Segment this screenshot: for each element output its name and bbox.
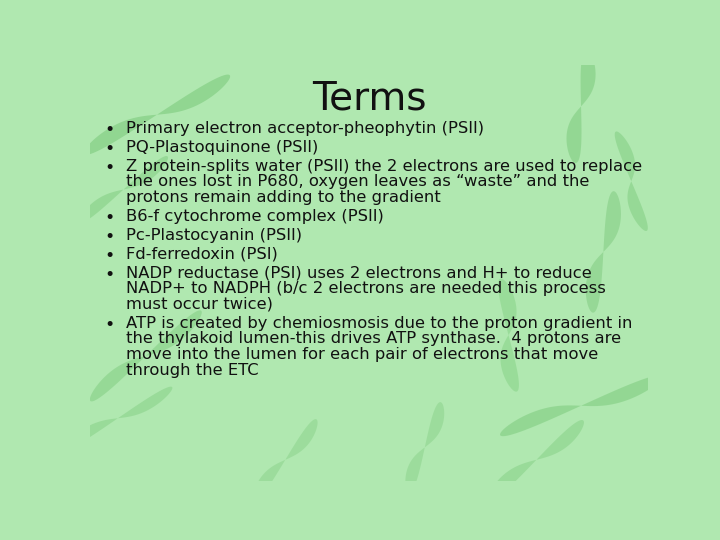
Polygon shape	[253, 419, 318, 501]
Text: NADP reductase (PSI) uses 2 electrons and H+ to reduce: NADP reductase (PSI) uses 2 electrons an…	[126, 266, 592, 281]
Polygon shape	[90, 310, 202, 401]
Text: •: •	[104, 121, 114, 139]
Text: Z protein-splits water (PSII) the 2 electrons are used to replace: Z protein-splits water (PSII) the 2 elec…	[126, 159, 642, 174]
Text: PQ-Plastoquinone (PSII): PQ-Plastoquinone (PSII)	[126, 140, 319, 155]
Text: Primary electron acceptor-pheophytin (PSII): Primary electron acceptor-pheophytin (PS…	[126, 121, 485, 136]
Polygon shape	[567, 50, 595, 163]
Text: protons remain adding to the gradient: protons remain adding to the gradient	[126, 190, 441, 205]
Text: through the ETC: through the ETC	[126, 362, 259, 377]
Polygon shape	[498, 279, 519, 392]
Text: •: •	[104, 316, 114, 334]
Polygon shape	[63, 387, 172, 450]
Text: the thylakoid lumen-this drives ATP synthase.  4 protons are: the thylakoid lumen-this drives ATP synt…	[126, 332, 621, 346]
Text: move into the lumen for each pair of electrons that move: move into the lumen for each pair of ele…	[126, 347, 598, 362]
Text: •: •	[104, 140, 114, 158]
Text: the ones lost in P680, oxygen leaves as “waste” and the: the ones lost in P680, oxygen leaves as …	[126, 174, 590, 190]
Text: •: •	[104, 228, 114, 246]
Polygon shape	[615, 131, 648, 231]
Text: NADP+ to NADPH (b/c 2 electrons are needed this process: NADP+ to NADPH (b/c 2 electrons are need…	[126, 281, 606, 296]
Text: Terms: Terms	[312, 79, 426, 117]
Polygon shape	[489, 420, 584, 500]
Text: B6-f cytochrome complex (PSII): B6-f cytochrome complex (PSII)	[126, 209, 384, 224]
Polygon shape	[84, 75, 230, 155]
Text: •: •	[104, 209, 114, 227]
Polygon shape	[586, 191, 621, 313]
Text: •: •	[104, 266, 114, 284]
Text: ATP is created by chemiosmosis due to the proton gradient in: ATP is created by chemiosmosis due to th…	[126, 316, 633, 330]
Polygon shape	[79, 156, 168, 223]
Text: •: •	[104, 247, 114, 265]
Text: must occur twice): must occur twice)	[126, 297, 274, 312]
Text: •: •	[104, 159, 114, 177]
Text: Pc-Plastocyanin (PSII): Pc-Plastocyanin (PSII)	[126, 228, 302, 243]
Polygon shape	[405, 402, 444, 492]
Polygon shape	[500, 375, 662, 436]
Text: Fd-ferredoxin (PSI): Fd-ferredoxin (PSI)	[126, 247, 278, 262]
